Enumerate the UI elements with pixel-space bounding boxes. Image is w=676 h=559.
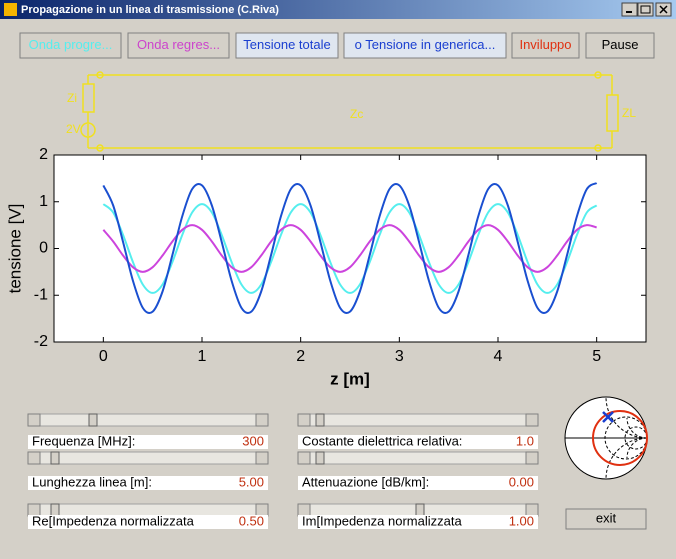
x-tick-label: 0: [99, 348, 108, 365]
circuit: [80, 71, 619, 152]
control-label-background: [28, 515, 268, 529]
control-label: Costante dielettrica relativa:: [302, 433, 462, 448]
button-label[interactable]: Tensione totale: [243, 37, 330, 52]
control-label-background: [28, 435, 268, 449]
series-line: [102, 224, 597, 273]
control-label: Frequenza [MHz]:: [32, 433, 135, 448]
control-label: Re[Impedenza normalizzata: [32, 513, 195, 528]
y-tick-label: 2: [39, 146, 48, 163]
button-label[interactable]: o Tensione in generica...: [355, 37, 496, 52]
control-label-background: [298, 435, 538, 449]
x-tick-label: 3: [395, 348, 404, 365]
slider-arrow[interactable]: [297, 451, 311, 465]
circuit-label: Zc: [350, 107, 363, 121]
control-value: 0.00: [509, 474, 534, 489]
button[interactable]: [127, 32, 230, 59]
slider-arrow[interactable]: [525, 451, 539, 465]
slider-arrow[interactable]: [255, 413, 269, 427]
control-label: Attenuazione [dB/km]:: [302, 474, 429, 489]
button[interactable]: [343, 32, 507, 59]
slider-track[interactable]: [297, 413, 539, 427]
control-label-background: [28, 476, 268, 490]
button-label[interactable]: Inviluppo: [519, 37, 571, 52]
button-label[interactable]: Onda regres...: [137, 37, 220, 52]
exit-label[interactable]: exit: [596, 510, 617, 525]
button[interactable]: [511, 32, 580, 59]
plot-area: [53, 154, 647, 343]
y-tick-label: 0: [39, 240, 48, 257]
slider-arrow[interactable]: [525, 413, 539, 427]
exit-button[interactable]: [565, 508, 647, 530]
slider-arrow[interactable]: [255, 451, 269, 465]
control-value: 1.00: [509, 513, 534, 528]
x-tick-label: 4: [494, 348, 503, 365]
slider-thumb[interactable]: [50, 451, 60, 465]
slider-thumb[interactable]: [315, 451, 325, 465]
slider-thumb[interactable]: [315, 413, 325, 427]
control-label: Im[Impedenza normalizzata: [302, 513, 462, 528]
series-line: [102, 182, 598, 314]
button-label[interactable]: Pause: [602, 37, 639, 52]
control-label: Lunghezza linea [m]:: [32, 474, 152, 489]
control-label-background: [298, 476, 538, 490]
title-bar: [0, 0, 676, 19]
button[interactable]: [585, 32, 655, 59]
control-value: 300: [242, 433, 264, 448]
y-tick-label: 1: [39, 193, 48, 210]
smith-chart: [564, 396, 648, 480]
slider-arrow[interactable]: [27, 413, 41, 427]
x-tick-label: 1: [198, 348, 207, 365]
y-axis-label: tensione [V]: [5, 204, 24, 294]
y-tick-label: -2: [34, 333, 48, 350]
slider-track[interactable]: [297, 451, 539, 465]
control-value: 1.0: [516, 433, 534, 448]
slider-arrow[interactable]: [27, 451, 41, 465]
button[interactable]: [19, 32, 122, 59]
control-value: 0.50: [239, 513, 264, 528]
slider-track[interactable]: [27, 451, 269, 465]
slider-track[interactable]: [27, 413, 269, 427]
button[interactable]: [235, 32, 339, 59]
slider-thumb[interactable]: [88, 413, 98, 427]
circuit-label: Zi: [67, 91, 77, 105]
button-label[interactable]: Onda progre...: [29, 37, 113, 52]
control-value: 5.00: [239, 474, 264, 489]
circuit-label: 2V: [66, 122, 81, 136]
slider-arrow[interactable]: [297, 413, 311, 427]
control-label-background: [298, 515, 538, 529]
x-tick-label: 2: [296, 348, 305, 365]
circuit-label: ZL: [622, 106, 636, 120]
window-controls[interactable]: [621, 2, 672, 17]
x-tick-label: 5: [592, 348, 601, 365]
x-axis-label: z [m]: [330, 369, 370, 388]
app-icon: [4, 3, 17, 16]
window-title: Propagazione in un linea di trasmissione…: [21, 4, 279, 16]
y-tick-label: -1: [34, 286, 48, 303]
